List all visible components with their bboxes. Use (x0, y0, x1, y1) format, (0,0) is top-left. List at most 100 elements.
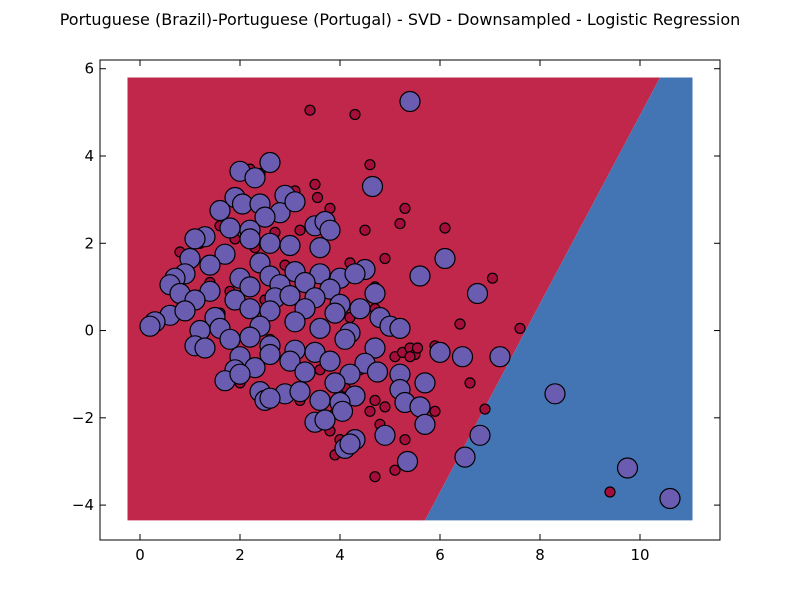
y-tick-label: 6 (84, 60, 94, 78)
point-large-purple (289, 381, 311, 403)
point-large-purple (366, 361, 389, 383)
x-tick-label: 4 (335, 546, 345, 564)
point-large-purple (309, 237, 331, 259)
point-large-purple (544, 383, 566, 405)
y-tick-label: 0 (84, 322, 94, 340)
point-large-purple (259, 343, 281, 366)
point-large-purple (489, 346, 511, 368)
point-large-purple (659, 487, 681, 510)
point-small-red (309, 178, 321, 190)
point-large-purple (214, 243, 236, 265)
point-large-purple (254, 206, 276, 228)
point-large-purple (451, 346, 474, 368)
point-large-purple (344, 263, 366, 285)
point-small-red (349, 108, 361, 121)
point-small-red (389, 464, 401, 476)
point-large-purple (284, 191, 306, 213)
y-tick-label: 4 (84, 147, 94, 165)
point-large-purple (174, 300, 196, 322)
point-small-red (379, 252, 391, 265)
point-large-purple (319, 350, 341, 372)
point-large-purple (139, 315, 161, 337)
point-large-purple (409, 396, 431, 418)
point-small-red (479, 403, 491, 415)
point-large-purple (229, 363, 251, 385)
point-small-red (294, 224, 306, 236)
point-large-purple (259, 151, 281, 174)
point-large-purple (469, 424, 491, 446)
x-tick-label: 0 (135, 546, 145, 564)
point-large-purple (324, 372, 346, 394)
point-large-purple (194, 337, 216, 359)
point-large-purple (361, 175, 384, 198)
x-tick-label: 6 (435, 546, 445, 564)
points-layer (139, 90, 681, 510)
point-small-red (379, 401, 391, 413)
point-large-purple (414, 413, 436, 435)
point-small-red (486, 272, 499, 284)
point-large-purple (239, 326, 261, 348)
point-large-purple (389, 317, 411, 339)
point-small-red (369, 394, 381, 406)
point-large-purple (309, 317, 331, 339)
point-large-purple (184, 228, 206, 250)
point-large-purple (244, 167, 266, 189)
point-small-red (429, 405, 441, 417)
axes-frame (99, 59, 721, 541)
point-large-purple (309, 389, 331, 411)
point-large-purple (434, 247, 456, 270)
point-large-purple (414, 372, 436, 394)
point-large-purple (284, 311, 306, 333)
point-large-purple (324, 302, 346, 324)
point-large-purple (239, 228, 261, 250)
chart-title: Portuguese (Brazil)-Portuguese (Portugal… (60, 10, 741, 29)
point-large-purple (319, 219, 341, 241)
point-large-purple (331, 400, 354, 422)
point-small-red (359, 224, 371, 236)
point-large-purple (199, 254, 221, 276)
point-large-purple (429, 341, 451, 363)
point-large-purple (279, 285, 301, 307)
y-tick-label: −2 (72, 409, 94, 427)
point-large-purple (294, 271, 316, 294)
point-small-red (364, 405, 376, 417)
point-small-red (311, 191, 324, 204)
point-small-red (399, 202, 411, 214)
y-tick-label: 2 (84, 234, 94, 252)
point-large-purple (294, 361, 316, 383)
point-large-purple (334, 328, 356, 350)
point-large-purple (396, 450, 419, 473)
point-large-purple (349, 298, 371, 320)
y-tick-label: −4 (72, 496, 94, 514)
point-small-red (399, 434, 411, 446)
point-small-red (411, 342, 424, 354)
point-large-purple (399, 90, 421, 113)
point-small-red (604, 486, 616, 498)
point-large-purple (616, 457, 639, 479)
point-small-red (439, 222, 451, 234)
point-large-purple (279, 350, 301, 372)
ticks-layer: 0 2 4 6 8 10 −4 −2 0 2 4 6 (72, 60, 720, 564)
point-large-purple (374, 424, 396, 446)
point-small-red (464, 377, 476, 389)
x-tick-label: 10 (630, 546, 649, 564)
point-large-purple (279, 234, 301, 257)
point-large-purple (239, 276, 261, 298)
point-large-purple (339, 433, 361, 455)
point-large-purple (466, 282, 489, 305)
x-tick-label: 8 (535, 546, 545, 564)
point-large-purple (259, 300, 281, 322)
decision-region-blue (425, 77, 693, 521)
point-large-purple (259, 387, 281, 409)
point-small-red (304, 104, 316, 116)
point-large-purple (219, 328, 241, 350)
point-large-purple (364, 282, 386, 305)
point-large-purple (259, 232, 281, 254)
point-small-red (404, 351, 416, 363)
point-large-purple (314, 409, 336, 431)
point-small-red (364, 159, 376, 171)
point-small-red (454, 318, 466, 330)
point-small-red (394, 218, 406, 230)
